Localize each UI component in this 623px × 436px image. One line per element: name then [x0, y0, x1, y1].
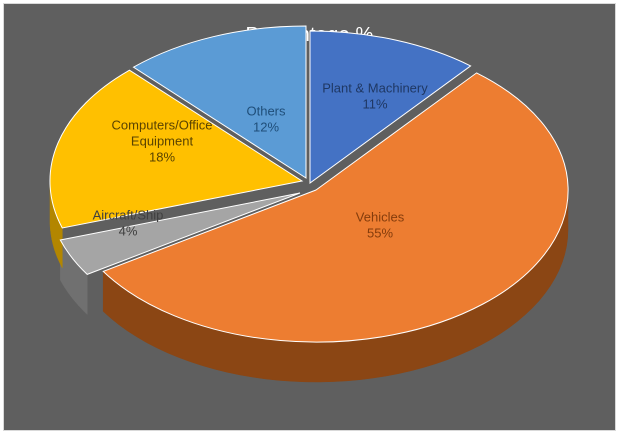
- slice-label-computers-office: Computers/Office: [112, 117, 213, 132]
- slice-value-aircraft-ship: 4%: [119, 223, 138, 238]
- slice-value-others: 12%: [253, 119, 279, 134]
- slice-value-vehicles: 55%: [367, 225, 393, 240]
- slice-label-aircraft-ship: Aircraft/Ship: [93, 207, 164, 222]
- pie-slice-plant-machinery: [309, 30, 472, 184]
- slice-label-vehicles: Vehicles: [356, 209, 405, 224]
- pie-slice-vehicles: [102, 72, 569, 343]
- slice-label-computers-office: Equipment: [131, 133, 194, 148]
- pie-slice-aircraft-ship: [59, 192, 301, 275]
- pie-slice-computers-office: [49, 69, 304, 229]
- slice-value-computers-office: 18%: [149, 149, 175, 164]
- slice-value-plant-machinery: 11%: [362, 96, 387, 111]
- slice-label-plant-machinery: Plant & Machinery: [322, 80, 428, 95]
- pie-tops: [49, 25, 569, 343]
- pie-slice-others: [132, 25, 307, 179]
- slice-label-others: Others: [246, 103, 286, 118]
